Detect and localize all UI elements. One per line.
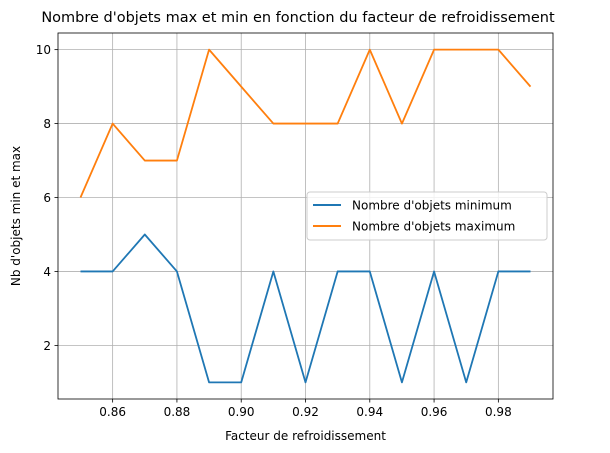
x-tick-label: 0.98: [485, 405, 512, 419]
y-tick-label: 2: [43, 339, 51, 353]
x-tick-label: 0.92: [292, 405, 319, 419]
x-axis-label: Facteur de refroidissement: [225, 429, 386, 443]
legend-box: [306, 191, 548, 241]
legend-label-maximum: Nombre d'objets maximum: [352, 220, 515, 234]
legend-label-minimum: Nombre d'objets minimum: [352, 199, 512, 213]
x-tick-label: 0.88: [164, 405, 191, 419]
legend: Nombre d'objets minimum Nombre d'objets …: [306, 191, 548, 241]
y-tick-label: 10: [36, 43, 51, 57]
chart-title: Nombre d'objets max et min en fonction d…: [41, 10, 555, 26]
y-axis-ticks: 2 4 6 8 10: [36, 43, 58, 353]
x-tick-label: 0.96: [421, 405, 448, 419]
x-axis-ticks: 0.86 0.88 0.90 0.92 0.94 0.96 0.98: [99, 399, 512, 419]
series-lines: [79, 48, 532, 384]
x-tick-label: 0.94: [356, 405, 383, 419]
x-tick-label: 0.90: [228, 405, 255, 419]
x-tick-label: 0.86: [99, 405, 126, 419]
y-tick-label: 8: [43, 117, 51, 131]
y-axis-label: Nb d'objets min et max: [9, 146, 23, 286]
y-tick-label: 6: [43, 191, 51, 205]
y-tick-label: 4: [43, 265, 51, 279]
